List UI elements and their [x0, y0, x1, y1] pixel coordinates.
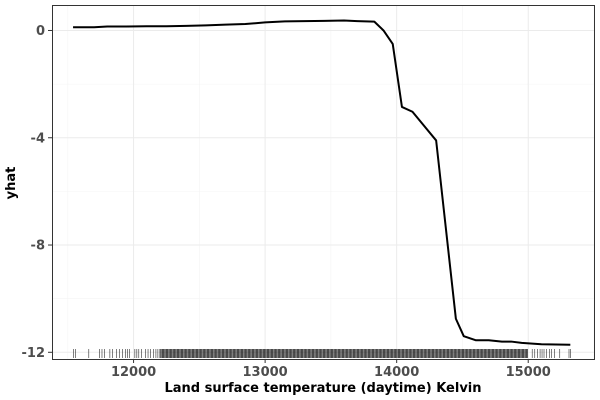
y-tick-label: 0	[36, 24, 45, 39]
y-tick-label: -4	[31, 131, 45, 146]
y-tick-label: -12	[22, 346, 46, 361]
x-tick-label: 12000	[111, 365, 156, 380]
x-tick-label: 15000	[506, 365, 551, 380]
axes: 12000 13000 14000 15000 0 -4 -8 -12	[22, 24, 551, 380]
panel-border	[52, 5, 595, 360]
y-tick-label: -8	[31, 239, 45, 254]
rug-marks	[73, 349, 571, 358]
series-line	[73, 19, 571, 346]
series-layer	[73, 19, 571, 346]
x-tick-label: 13000	[242, 365, 287, 380]
x-axis-title: Land surface temperature (daytime) Kelvi…	[164, 381, 481, 396]
y-axis-title: yhat	[4, 167, 19, 200]
grid-lines	[52, 5, 595, 359]
x-tick-label: 14000	[374, 365, 419, 380]
